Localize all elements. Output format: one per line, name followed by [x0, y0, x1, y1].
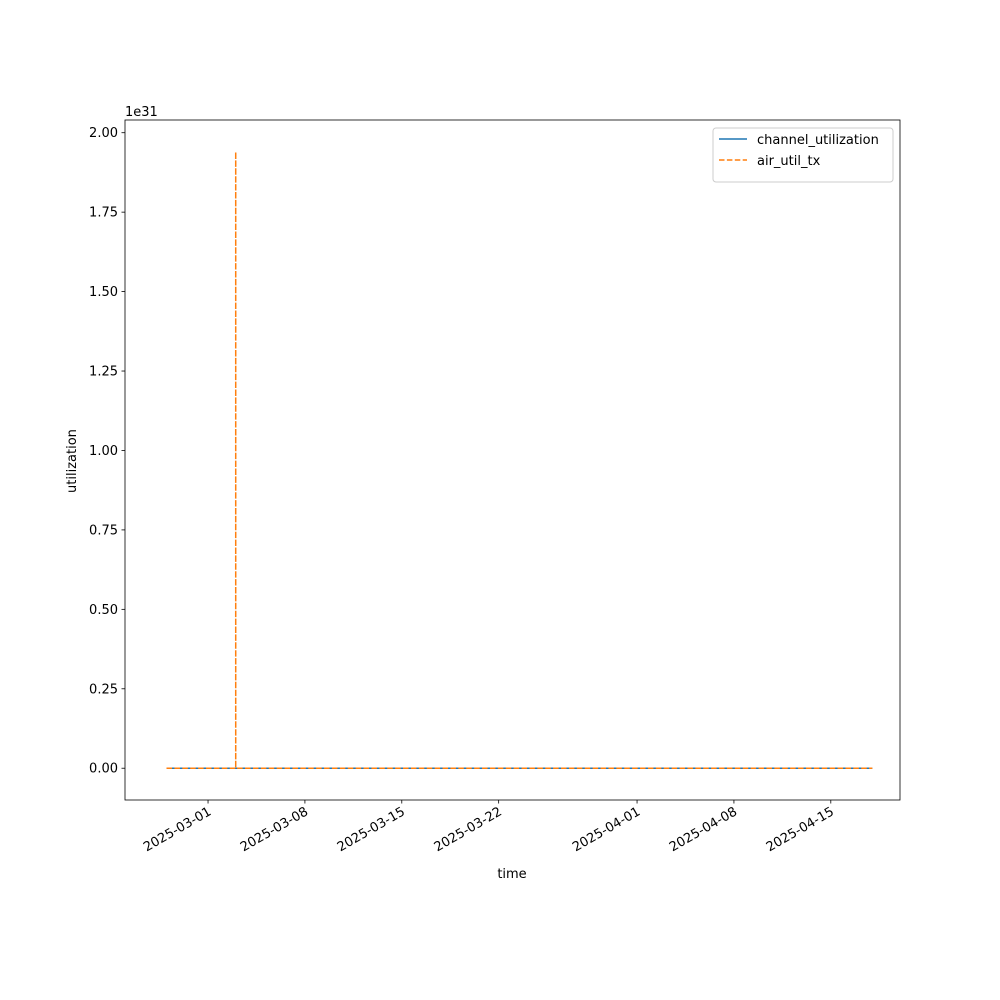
- legend-label: channel_utilization: [757, 133, 879, 148]
- y-tick-label: 2.00: [89, 126, 118, 141]
- y-offset-label: 1e31: [125, 105, 158, 120]
- y-tick-label: 1.25: [89, 365, 118, 380]
- y-tick-label: 1.50: [89, 285, 118, 300]
- y-tick-label: 0.00: [89, 762, 118, 777]
- legend-box: [712, 127, 894, 183]
- y-tick-label: 1.75: [89, 206, 118, 221]
- y-axis-label: utilization: [65, 429, 80, 493]
- plot-frame: [124, 119, 901, 801]
- x-axis-label: time: [497, 867, 526, 882]
- y-tick-label: 0.75: [89, 523, 118, 538]
- y-tick-label: 1.00: [89, 444, 118, 459]
- y-tick-label: 0.25: [89, 682, 118, 697]
- legend-label: air_util_tx: [757, 154, 821, 169]
- data-line: [166, 151, 873, 769]
- y-tick-label: 0.50: [89, 603, 118, 618]
